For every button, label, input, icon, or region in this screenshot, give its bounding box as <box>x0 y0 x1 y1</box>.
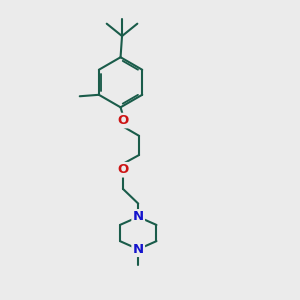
Text: N: N <box>133 243 144 256</box>
Text: O: O <box>117 163 128 176</box>
Text: O: O <box>117 114 128 127</box>
Text: N: N <box>133 210 144 223</box>
